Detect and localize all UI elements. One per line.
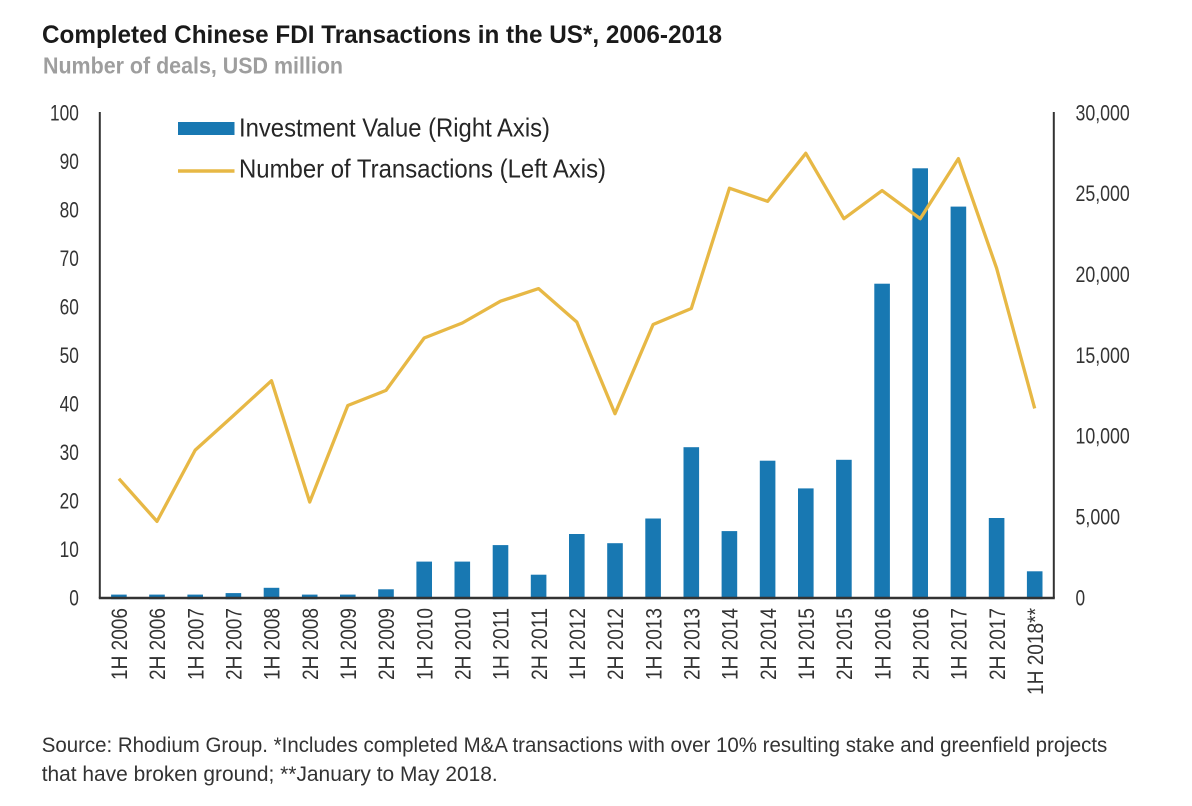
svg-text:2H 2015: 2H 2015 [832, 608, 857, 680]
svg-text:10: 10 [60, 537, 79, 562]
svg-text:5,000: 5,000 [1076, 505, 1121, 530]
svg-text:2H 2013: 2H 2013 [680, 608, 705, 680]
svg-text:Source: Rhodium Group. *Includ: Source: Rhodium Group. *Includes complet… [42, 733, 1108, 757]
svg-text:2H 2006: 2H 2006 [145, 608, 170, 680]
svg-text:0: 0 [1076, 585, 1086, 610]
svg-text:90: 90 [60, 149, 79, 174]
svg-text:20: 20 [60, 488, 79, 513]
svg-text:1H 2013: 1H 2013 [641, 608, 666, 680]
svg-text:30,000: 30,000 [1076, 100, 1130, 125]
svg-text:30: 30 [60, 440, 79, 465]
svg-text:50: 50 [60, 343, 79, 368]
svg-text:1H 2016: 1H 2016 [870, 608, 895, 680]
svg-text:1H 2007: 1H 2007 [183, 608, 208, 680]
svg-text:2H 2011: 2H 2011 [527, 608, 552, 680]
svg-text:Number of Transactions (Left A: Number of Transactions (Left Axis) [239, 154, 606, 184]
svg-text:Investment Value (Right Axis): Investment Value (Right Axis) [239, 113, 550, 143]
svg-text:1H 2006: 1H 2006 [107, 608, 132, 680]
svg-text:1H 2008: 1H 2008 [260, 608, 285, 680]
svg-text:80: 80 [60, 197, 79, 222]
svg-text:1H 2017: 1H 2017 [947, 608, 972, 680]
svg-text:10,000: 10,000 [1076, 424, 1130, 449]
svg-text:1H 2009: 1H 2009 [336, 608, 361, 680]
svg-text:2H 2012: 2H 2012 [603, 608, 628, 680]
svg-text:2H 2016: 2H 2016 [908, 608, 933, 680]
svg-text:0: 0 [69, 585, 79, 610]
svg-text:60: 60 [60, 294, 79, 319]
svg-text:2H 2014: 2H 2014 [756, 608, 781, 680]
svg-text:100: 100 [50, 100, 79, 125]
svg-text:15,000: 15,000 [1076, 343, 1130, 368]
svg-text:2H 2017: 2H 2017 [985, 608, 1010, 680]
svg-text:that have broken ground; **Jan: that have broken ground; **January to Ma… [42, 762, 498, 786]
svg-text:70: 70 [60, 246, 79, 271]
svg-text:1H 2011: 1H 2011 [489, 608, 514, 680]
svg-text:2H 2009: 2H 2009 [374, 608, 399, 680]
svg-text:25,000: 25,000 [1076, 181, 1130, 206]
svg-text:20,000: 20,000 [1076, 262, 1130, 287]
svg-text:1H 2012: 1H 2012 [565, 608, 590, 680]
svg-text:2H 2007: 2H 2007 [222, 608, 247, 680]
svg-text:1H 2014: 1H 2014 [718, 608, 743, 680]
svg-text:40: 40 [60, 391, 79, 416]
svg-text:Number of deals, USD million: Number of deals, USD million [43, 53, 343, 79]
svg-text:1H 2010: 1H 2010 [412, 608, 437, 680]
svg-text:2H 2010: 2H 2010 [451, 608, 476, 680]
svg-text:1H 2015: 1H 2015 [794, 608, 819, 680]
svg-text:2H 2008: 2H 2008 [298, 608, 323, 680]
svg-text:Completed Chinese FDI Transact: Completed Chinese FDI Transactions in th… [42, 21, 722, 49]
svg-text:1H 2018**: 1H 2018** [1023, 608, 1048, 695]
